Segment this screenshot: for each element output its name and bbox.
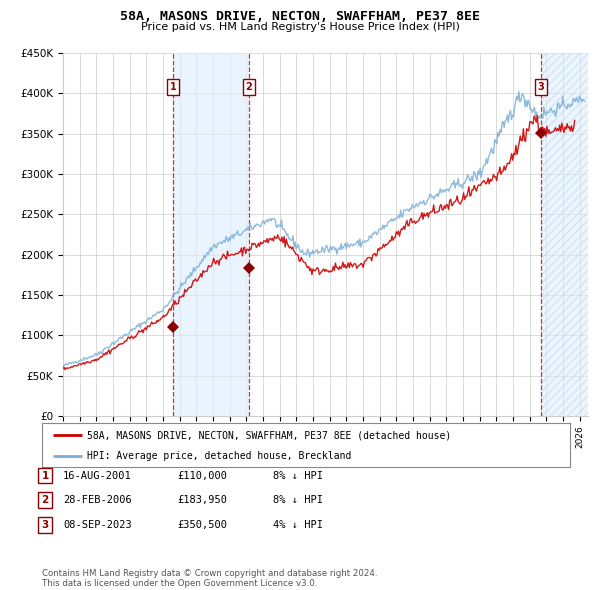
Bar — [173, 53, 249, 416]
Text: 3: 3 — [538, 82, 545, 92]
Text: 8% ↓ HPI: 8% ↓ HPI — [273, 496, 323, 505]
Text: 1: 1 — [170, 82, 177, 92]
Text: 58A, MASONS DRIVE, NECTON, SWAFFHAM, PE37 8EE: 58A, MASONS DRIVE, NECTON, SWAFFHAM, PE3… — [120, 10, 480, 23]
Text: 4% ↓ HPI: 4% ↓ HPI — [273, 520, 323, 530]
Text: 16-AUG-2001: 16-AUG-2001 — [63, 471, 132, 480]
Text: Contains HM Land Registry data © Crown copyright and database right 2024.
This d: Contains HM Land Registry data © Crown c… — [42, 569, 377, 588]
Text: 2: 2 — [245, 82, 253, 92]
Text: 28-FEB-2006: 28-FEB-2006 — [63, 496, 132, 505]
Text: 08-SEP-2023: 08-SEP-2023 — [63, 520, 132, 530]
Bar — [541, 53, 588, 416]
Text: 58A, MASONS DRIVE, NECTON, SWAFFHAM, PE37 8EE (detached house): 58A, MASONS DRIVE, NECTON, SWAFFHAM, PE3… — [87, 431, 451, 440]
Text: HPI: Average price, detached house, Breckland: HPI: Average price, detached house, Brec… — [87, 451, 351, 461]
Text: £183,950: £183,950 — [177, 496, 227, 505]
Text: Price paid vs. HM Land Registry's House Price Index (HPI): Price paid vs. HM Land Registry's House … — [140, 22, 460, 32]
Text: £110,000: £110,000 — [177, 471, 227, 480]
Text: 1: 1 — [41, 471, 49, 480]
Text: 3: 3 — [41, 520, 49, 530]
Text: 2: 2 — [41, 496, 49, 505]
Bar — [541, 53, 588, 416]
Text: £350,500: £350,500 — [177, 520, 227, 530]
Text: 8% ↓ HPI: 8% ↓ HPI — [273, 471, 323, 480]
